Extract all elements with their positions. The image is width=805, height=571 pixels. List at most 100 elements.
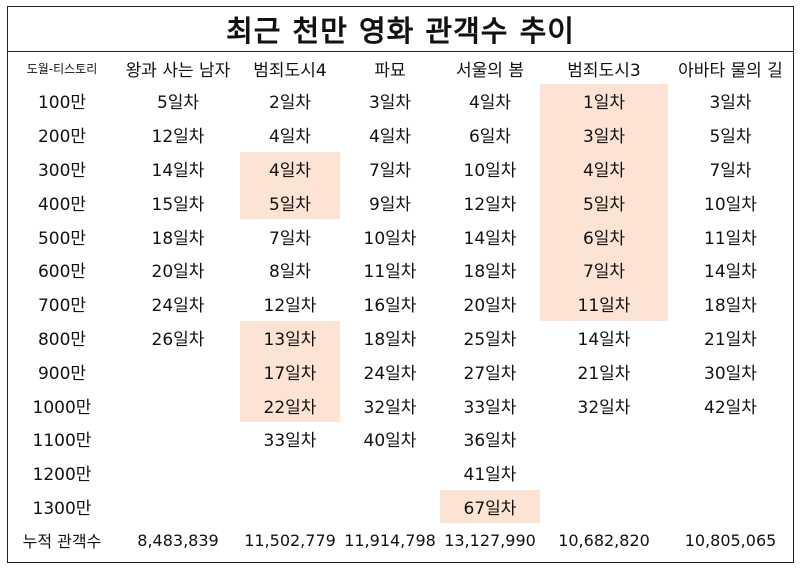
table-cell	[668, 456, 793, 490]
table-cell: 67일차	[440, 489, 540, 524]
table-cell: 22일차	[240, 388, 340, 422]
table-cell: 18일차	[363, 329, 417, 350]
table-cell: 21일차	[704, 329, 757, 350]
table-cell: 24일차	[363, 363, 417, 384]
table-cell: 20일차	[463, 296, 517, 317]
table-cell	[240, 490, 340, 524]
column-header-movie: 왕과 사는 남자	[125, 60, 231, 81]
table-cell: 4일차	[468, 93, 512, 114]
table-cell	[116, 354, 240, 388]
table-cell: 4일차	[240, 151, 340, 186]
row-label: 800만	[37, 329, 87, 350]
table-cell	[116, 388, 240, 422]
table-cell: 3일차	[368, 93, 412, 114]
table-cell: 36일차	[463, 431, 517, 452]
table-cell: 14일차	[704, 262, 757, 283]
table-cell	[540, 490, 668, 524]
table-cell: 12일차	[463, 194, 517, 215]
table-cell: 11일차	[704, 228, 757, 249]
table-cell: 4일차	[368, 127, 412, 148]
column-header-movie: 범죄도시3	[567, 60, 641, 81]
table-cell: 1일차	[540, 84, 668, 118]
table-cell: 18일차	[463, 262, 517, 283]
totals-label: 누적 관객수	[22, 532, 102, 552]
table-cell: 33일차	[463, 397, 517, 418]
table-row: 1300만 67일차	[8, 489, 793, 524]
row-label: 300만	[37, 160, 87, 181]
row-label: 200만	[37, 127, 87, 148]
table-cell: 18일차	[704, 296, 757, 317]
table-cell: 12일차	[263, 296, 317, 317]
table-cell: 5일차	[240, 185, 340, 220]
table-cell: 26일차	[151, 329, 205, 350]
table-cell: 4일차	[268, 127, 312, 148]
column-header-movie: 서울의 봄	[456, 60, 524, 81]
table-row: 500만 18일차 7일차 10일차 14일차 6일차 11일차	[8, 219, 793, 253]
table-cell: 10일차	[363, 228, 417, 249]
table-cell: 12일차	[151, 127, 205, 148]
table-cell: 4일차	[540, 151, 668, 186]
table-cell: 7일차	[709, 160, 752, 181]
table-cell: 13일차	[240, 320, 340, 355]
table-cell: 11일차	[540, 286, 668, 321]
table-cell: 3일차	[709, 93, 752, 114]
table-cell	[668, 490, 793, 524]
total-value: 10,682,820	[558, 530, 650, 550]
row-label: 100만	[37, 93, 87, 114]
row-label: 400만	[37, 194, 87, 215]
table-cell: 14일차	[463, 228, 517, 249]
table-cell: 11일차	[363, 262, 417, 283]
table-cell: 30일차	[704, 363, 757, 384]
table-cell: 32일차	[363, 397, 417, 418]
table-cell	[116, 422, 240, 456]
table-cell: 24일차	[151, 296, 205, 317]
table-row: 700만 24일차 12일차 16일차 20일차 11일차 18일차	[8, 286, 793, 321]
total-value: 11,914,798	[344, 530, 436, 550]
table-cell: 7일차	[540, 252, 668, 287]
table-row: 600만 20일차 8일차 11일차 18일차 7일차 14일차	[8, 252, 793, 287]
table-cell: 5일차	[709, 127, 752, 148]
table-body: 100만 5일차 2일차 3일차 4일차 1일차 3일차 200만 12일차 4일차 4일차 6일차 3…	[8, 84, 793, 524]
table-row: 100만 5일차 2일차 3일차 4일차 1일차 3일차	[8, 84, 793, 118]
table-cell	[540, 456, 668, 490]
table-cell: 15일차	[151, 194, 205, 215]
row-label: 500만	[37, 228, 87, 249]
table-cell: 5일차	[540, 185, 668, 220]
table-cell: 7일차	[368, 160, 412, 181]
table-cell	[240, 456, 340, 490]
table-cell: 25일차	[463, 329, 517, 350]
table-cell: 33일차	[263, 431, 317, 452]
table-cell: 10일차	[704, 194, 757, 215]
table-cell: 18일차	[151, 228, 205, 249]
row-label: 900만	[37, 363, 87, 384]
table-cell: 32일차	[577, 397, 631, 418]
table-cell: 16일차	[363, 296, 417, 317]
audience-table: 도월-티스토리 왕과 사는 남자 범죄도시4 파묘 서울의 봄 범죄도시3 아바…	[8, 52, 793, 557]
table-cell: 40일차	[363, 431, 417, 452]
row-label: 700만	[37, 296, 87, 317]
table-frame: 최근 천만 영화 관객수 추이 도월-티스토리 왕과 사는 남자 범죄도시4 파…	[7, 6, 794, 563]
row-label: 1100만	[32, 431, 92, 452]
total-value: 10,805,065	[684, 530, 777, 550]
column-header-movie: 범죄도시4	[253, 60, 327, 81]
table-row: 900만 17일차 24일차 27일차 21일차 30일차	[8, 354, 793, 389]
table-cell: 10일차	[463, 160, 517, 181]
table-cell: 2일차	[268, 93, 312, 114]
row-label: 1300만	[32, 498, 92, 519]
table-cell	[116, 456, 240, 490]
page-title: 최근 천만 영화 관객수 추이	[8, 7, 793, 52]
header-row: 도월-티스토리 왕과 사는 남자 범죄도시4 파묘 서울의 봄 범죄도시3 아바…	[8, 52, 793, 84]
table-cell	[668, 422, 793, 456]
total-value: 11,502,779	[244, 530, 336, 550]
table-cell: 21일차	[577, 363, 631, 384]
table-cell: 8일차	[268, 262, 312, 283]
table-row: 1000만 22일차 32일차 33일차 32일차 42일차	[8, 388, 793, 422]
table-cell: 5일차	[156, 93, 200, 114]
column-header-source: 도월-티스토리	[26, 61, 98, 76]
table-cell: 27일차	[463, 363, 517, 384]
table-cell	[540, 422, 668, 456]
table-cell: 6일차	[468, 127, 512, 148]
table-cell: 7일차	[268, 228, 312, 249]
row-label: 1000만	[32, 397, 92, 418]
table-cell: 14일차	[577, 329, 631, 350]
